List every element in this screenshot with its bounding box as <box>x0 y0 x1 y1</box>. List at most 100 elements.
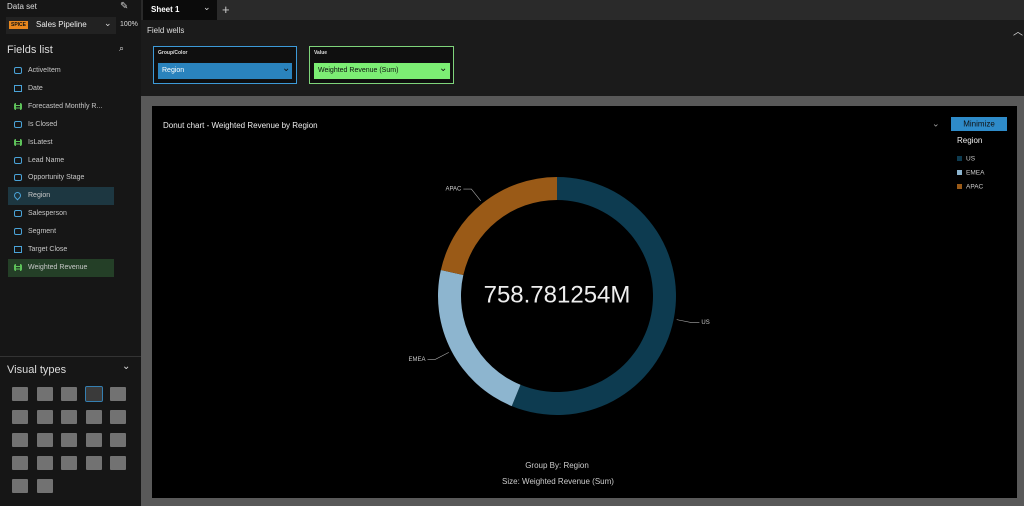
field-icon <box>14 246 22 253</box>
sheet-tab[interactable]: Sheet 1 ⌄ <box>143 0 217 20</box>
leader-line <box>676 319 700 323</box>
visual-type-icon[interactable] <box>61 433 77 447</box>
value-dropdown[interactable]: Weighted Revenue (Sum) ⌄ <box>313 62 451 80</box>
leader-line <box>463 188 481 201</box>
visual-type-icon[interactable] <box>85 410 102 424</box>
field-item[interactable]: ActiveItem <box>8 62 114 80</box>
field-item[interactable]: Lead Name <box>8 152 114 170</box>
field-item[interactable]: Target Close <box>8 241 114 259</box>
well-value: Region <box>162 67 185 74</box>
leader-line <box>427 352 449 360</box>
size-by[interactable]: Size: Weighted Revenue (Sum) <box>502 477 614 486</box>
field-item[interactable]: IsLatest <box>8 134 114 152</box>
field-name: IsLatest <box>28 138 53 146</box>
legend-swatch <box>957 170 962 175</box>
button-label[interactable]: Minimize <box>963 120 995 129</box>
field-icon <box>14 228 22 236</box>
search-icon[interactable]: ⌕ <box>119 43 125 53</box>
field-icon <box>14 174 22 182</box>
visual-type-icon[interactable] <box>36 410 53 424</box>
field-icon <box>14 102 22 110</box>
field-name: Segment <box>28 228 57 236</box>
legend-label: US <box>966 156 976 163</box>
field-item[interactable]: Opportunity Stage <box>8 169 114 187</box>
visual-type-icon[interactable] <box>85 433 102 447</box>
group-by[interactable]: Group By: Region <box>525 461 589 470</box>
group-well: Group/Color Region ⌄ <box>153 46 297 84</box>
field-name: Date <box>28 84 43 92</box>
field-icon <box>14 210 22 218</box>
chart-title: Donut chart - Weighted Revenue by Region <box>163 121 318 130</box>
field-item[interactable]: Region <box>8 187 114 206</box>
card-bg <box>152 106 1017 498</box>
visual-types-title: Visual types <box>7 364 67 376</box>
add-tab[interactable]: + <box>222 2 230 17</box>
chevron: ⌄ <box>104 18 112 28</box>
field-name: Is Closed <box>28 120 58 128</box>
slice-label: US <box>701 320 709 326</box>
field-wells-title: Field wells <box>147 26 185 35</box>
visual-type-icon[interactable] <box>12 456 28 470</box>
field-item[interactable]: Forecasted Monthly R... <box>8 98 114 116</box>
visual-type-icon[interactable] <box>12 387 28 401</box>
visual-type-icon[interactable] <box>61 456 77 470</box>
field-icon <box>14 84 22 92</box>
dataset-name: Sales Pipeline <box>36 20 87 29</box>
field-item[interactable]: Is Closed <box>8 116 114 134</box>
well-value: Weighted Revenue (Sum) <box>318 67 399 74</box>
visual-type-icon[interactable] <box>36 456 53 470</box>
percent: 100% <box>120 21 138 28</box>
field-icon <box>14 120 22 128</box>
menu-chevron[interactable]: ⌄ <box>932 118 940 128</box>
visual-type-icon[interactable] <box>36 433 53 447</box>
dataset-label: Data set <box>7 2 37 11</box>
spice-badge: SPICE <box>9 21 29 29</box>
visual-type-icon[interactable] <box>36 387 53 401</box>
field-name: Opportunity Stage <box>28 174 85 182</box>
minimize-button[interactable] <box>951 117 1007 131</box>
field-name: ActiveItem <box>28 67 61 74</box>
legend-label: APAC <box>966 184 984 191</box>
chevron: ⌄ <box>203 2 211 12</box>
field-name: Forecasted Monthly R... <box>28 102 103 110</box>
visual-type-icon[interactable] <box>36 479 53 493</box>
collapse-icon[interactable]: ⌄ <box>122 361 131 372</box>
field-item[interactable]: Weighted Revenue <box>8 258 114 277</box>
fields-title: Fields list <box>7 44 53 56</box>
collapse-icon[interactable]: ︿ <box>1013 27 1023 38</box>
sheet-name: Sheet 1 <box>151 5 180 14</box>
visual-type-icon[interactable] <box>110 456 126 470</box>
visual-type-icon[interactable] <box>12 479 28 493</box>
legend-label: EMEA <box>966 170 985 177</box>
tab-bar: Sheet 1 ⌄ + <box>141 0 1024 20</box>
field-name: Region <box>28 192 51 200</box>
dataset-select[interactable]: SPICE Sales Pipeline ⌄ <box>6 17 116 34</box>
visual-type-icon[interactable] <box>61 410 77 424</box>
slice-label: EMEA <box>408 357 425 363</box>
value-well: Value Weighted Revenue (Sum) ⌄ <box>309 46 454 84</box>
chevron: ⌄ <box>439 63 448 74</box>
donut-slice <box>438 270 521 407</box>
donut: US EMEA APAC Region US EMEA APAC <box>408 136 985 415</box>
field-icon <box>14 156 22 164</box>
group-dropdown[interactable]: Region ⌄ <box>157 62 293 80</box>
legend-swatch <box>957 184 962 189</box>
visual-type-icon[interactable] <box>12 433 28 447</box>
visual-type-icon[interactable] <box>61 387 77 401</box>
visual-type-icon[interactable] <box>110 410 126 424</box>
field-icon <box>12 190 23 201</box>
field-name: Lead Name <box>28 156 65 164</box>
chevron: ⌄ <box>282 63 291 74</box>
field-item[interactable]: Salesperson <box>8 205 114 223</box>
sidebar: Data set ✎ SPICE Sales Pipeline ⌄ 100% F… <box>0 0 141 506</box>
visual-type-icon[interactable] <box>12 410 28 424</box>
visual-type-icon[interactable] <box>85 456 102 470</box>
field-item[interactable]: Segment <box>8 223 114 241</box>
field-item[interactable]: Date <box>8 80 114 98</box>
visual-type-icon[interactable] <box>110 387 126 401</box>
visual-type-icon[interactable] <box>110 433 126 447</box>
visual-type-icon[interactable] <box>84 386 103 402</box>
field-icon <box>14 263 22 271</box>
edit-icon[interactable]: ✎ <box>120 1 129 12</box>
